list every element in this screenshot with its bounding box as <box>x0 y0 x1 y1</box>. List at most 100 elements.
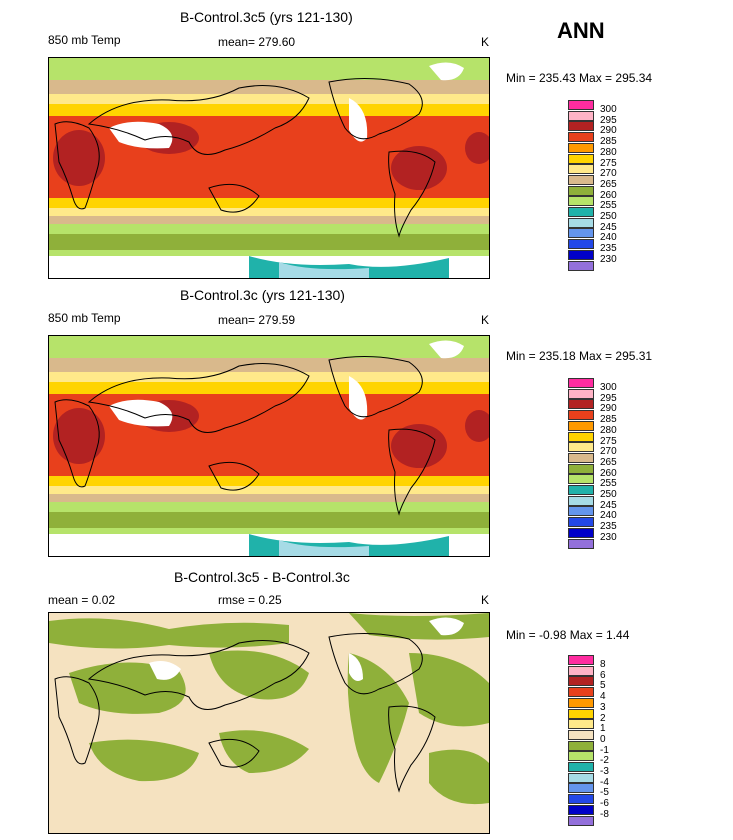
legend-label: 240 <box>600 232 617 244</box>
panel-1-minmax: Min = 235.43 Max = 295.34 <box>506 71 653 85</box>
legend-label: -6 <box>600 798 609 810</box>
legend-swatch <box>568 729 594 740</box>
legend-swatch <box>568 804 594 815</box>
legend-label: 295 <box>600 114 617 126</box>
legend-swatch <box>568 239 594 250</box>
legend-swatch <box>568 719 594 730</box>
panel-3-mean: mean = 0.02 <box>48 593 116 607</box>
panel-1-map <box>48 57 490 279</box>
legend-swatch <box>568 538 594 549</box>
legend-swatch <box>568 249 594 260</box>
legend-label: -2 <box>600 755 609 767</box>
legend-label: 300 <box>600 104 617 115</box>
legend-swatch <box>568 794 594 805</box>
legend-label: 230 <box>600 531 617 543</box>
legend-label: 235 <box>600 243 617 255</box>
legend-label: 250 <box>600 211 617 222</box>
legend-swatch <box>568 378 594 388</box>
legend-label: 255 <box>600 478 617 490</box>
panel-3-map <box>48 612 490 834</box>
legend-swatch <box>568 153 594 164</box>
legend-swatch <box>568 506 594 517</box>
panel-2-map <box>48 335 490 557</box>
legend-label: -8 <box>600 808 609 820</box>
legend-swatch <box>568 132 594 143</box>
legend-swatch <box>568 185 594 196</box>
legend-label: 265 <box>600 178 617 190</box>
legend-swatch <box>568 174 594 185</box>
legend-swatch <box>568 463 594 474</box>
legend-label: 265 <box>600 456 617 468</box>
legend-label: 275 <box>600 435 617 447</box>
legend-label: 290 <box>600 403 617 415</box>
legend-swatch <box>568 740 594 751</box>
legend-label: 6 <box>600 669 606 681</box>
legend-swatch <box>568 110 594 121</box>
legend-swatch <box>568 474 594 485</box>
legend-label: 4 <box>600 691 606 703</box>
legend-label: 1 <box>600 723 606 735</box>
legend-swatch <box>568 517 594 528</box>
legend-swatch <box>568 772 594 783</box>
legend-swatch <box>568 410 594 421</box>
legend-label: 245 <box>600 221 617 233</box>
panel-3-rmse: rmse = 0.25 <box>218 593 282 607</box>
legend-label: 285 <box>600 136 617 148</box>
panel-1-mean: mean= 279.60 <box>218 35 296 49</box>
legend-label: 280 <box>600 146 617 158</box>
legend-label: 285 <box>600 414 617 426</box>
legend-label: 270 <box>600 446 617 458</box>
legend-swatch <box>568 665 594 676</box>
legend-swatch <box>568 751 594 762</box>
legend-swatch <box>568 207 594 217</box>
panel-3-minmax: Min = -0.98 Max = 1.44 <box>506 628 630 642</box>
legend-swatch <box>568 164 594 175</box>
legend-label: -3 <box>600 766 609 777</box>
legend-label: 245 <box>600 499 617 511</box>
legend-swatch <box>568 697 594 708</box>
legend-swatch <box>568 815 594 826</box>
legend-swatch <box>568 687 594 698</box>
panel-2-contour-field <box>49 336 489 556</box>
legend-swatch <box>568 452 594 463</box>
legend-swatch <box>568 431 594 442</box>
panel-2-title: B-Control.3c (yrs 121-130) <box>180 287 345 303</box>
panel-2-unit: K <box>481 313 490 327</box>
panel-2-mean: mean= 279.59 <box>218 313 296 327</box>
legend-label: 290 <box>600 125 617 137</box>
legend-swatch <box>568 442 594 453</box>
legend-swatch <box>568 762 594 772</box>
legend-label: 8 <box>600 659 606 670</box>
legend-label: 255 <box>600 200 617 212</box>
legend-swatch <box>568 420 594 431</box>
legend-label: 280 <box>600 424 617 436</box>
legend-label: 260 <box>600 189 617 201</box>
legend-label: -1 <box>600 744 609 756</box>
legend-swatch <box>568 228 594 239</box>
legend-label: 235 <box>600 521 617 533</box>
legend-label: 250 <box>600 489 617 500</box>
legend-swatch <box>568 388 594 399</box>
legend-swatch <box>568 100 594 110</box>
legend-label: 295 <box>600 392 617 404</box>
legend-swatch <box>568 196 594 207</box>
legend-swatch <box>568 485 594 495</box>
legend-label: 230 <box>600 253 617 265</box>
legend-label: 5 <box>600 680 606 692</box>
panel-1-variable: 850 mb Temp <box>48 33 121 47</box>
season-label: ANN <box>557 18 605 43</box>
legend-swatch <box>568 676 594 687</box>
legend-swatch <box>568 655 594 665</box>
panel-1-unit: K <box>481 35 490 49</box>
legend-label: 260 <box>600 467 617 479</box>
legend-swatch <box>568 399 594 410</box>
panel-2-minmax: Min = 235.18 Max = 295.31 <box>506 349 653 363</box>
legend-swatch <box>568 260 594 271</box>
legend-swatch <box>568 527 594 538</box>
legend-swatch <box>568 217 594 228</box>
legend-label: 300 <box>600 382 617 393</box>
legend-label: 0 <box>600 733 606 745</box>
legend-swatch <box>568 142 594 153</box>
legend-swatch <box>568 495 594 506</box>
panel-1-title: B-Control.3c5 (yrs 121-130) <box>180 9 353 25</box>
